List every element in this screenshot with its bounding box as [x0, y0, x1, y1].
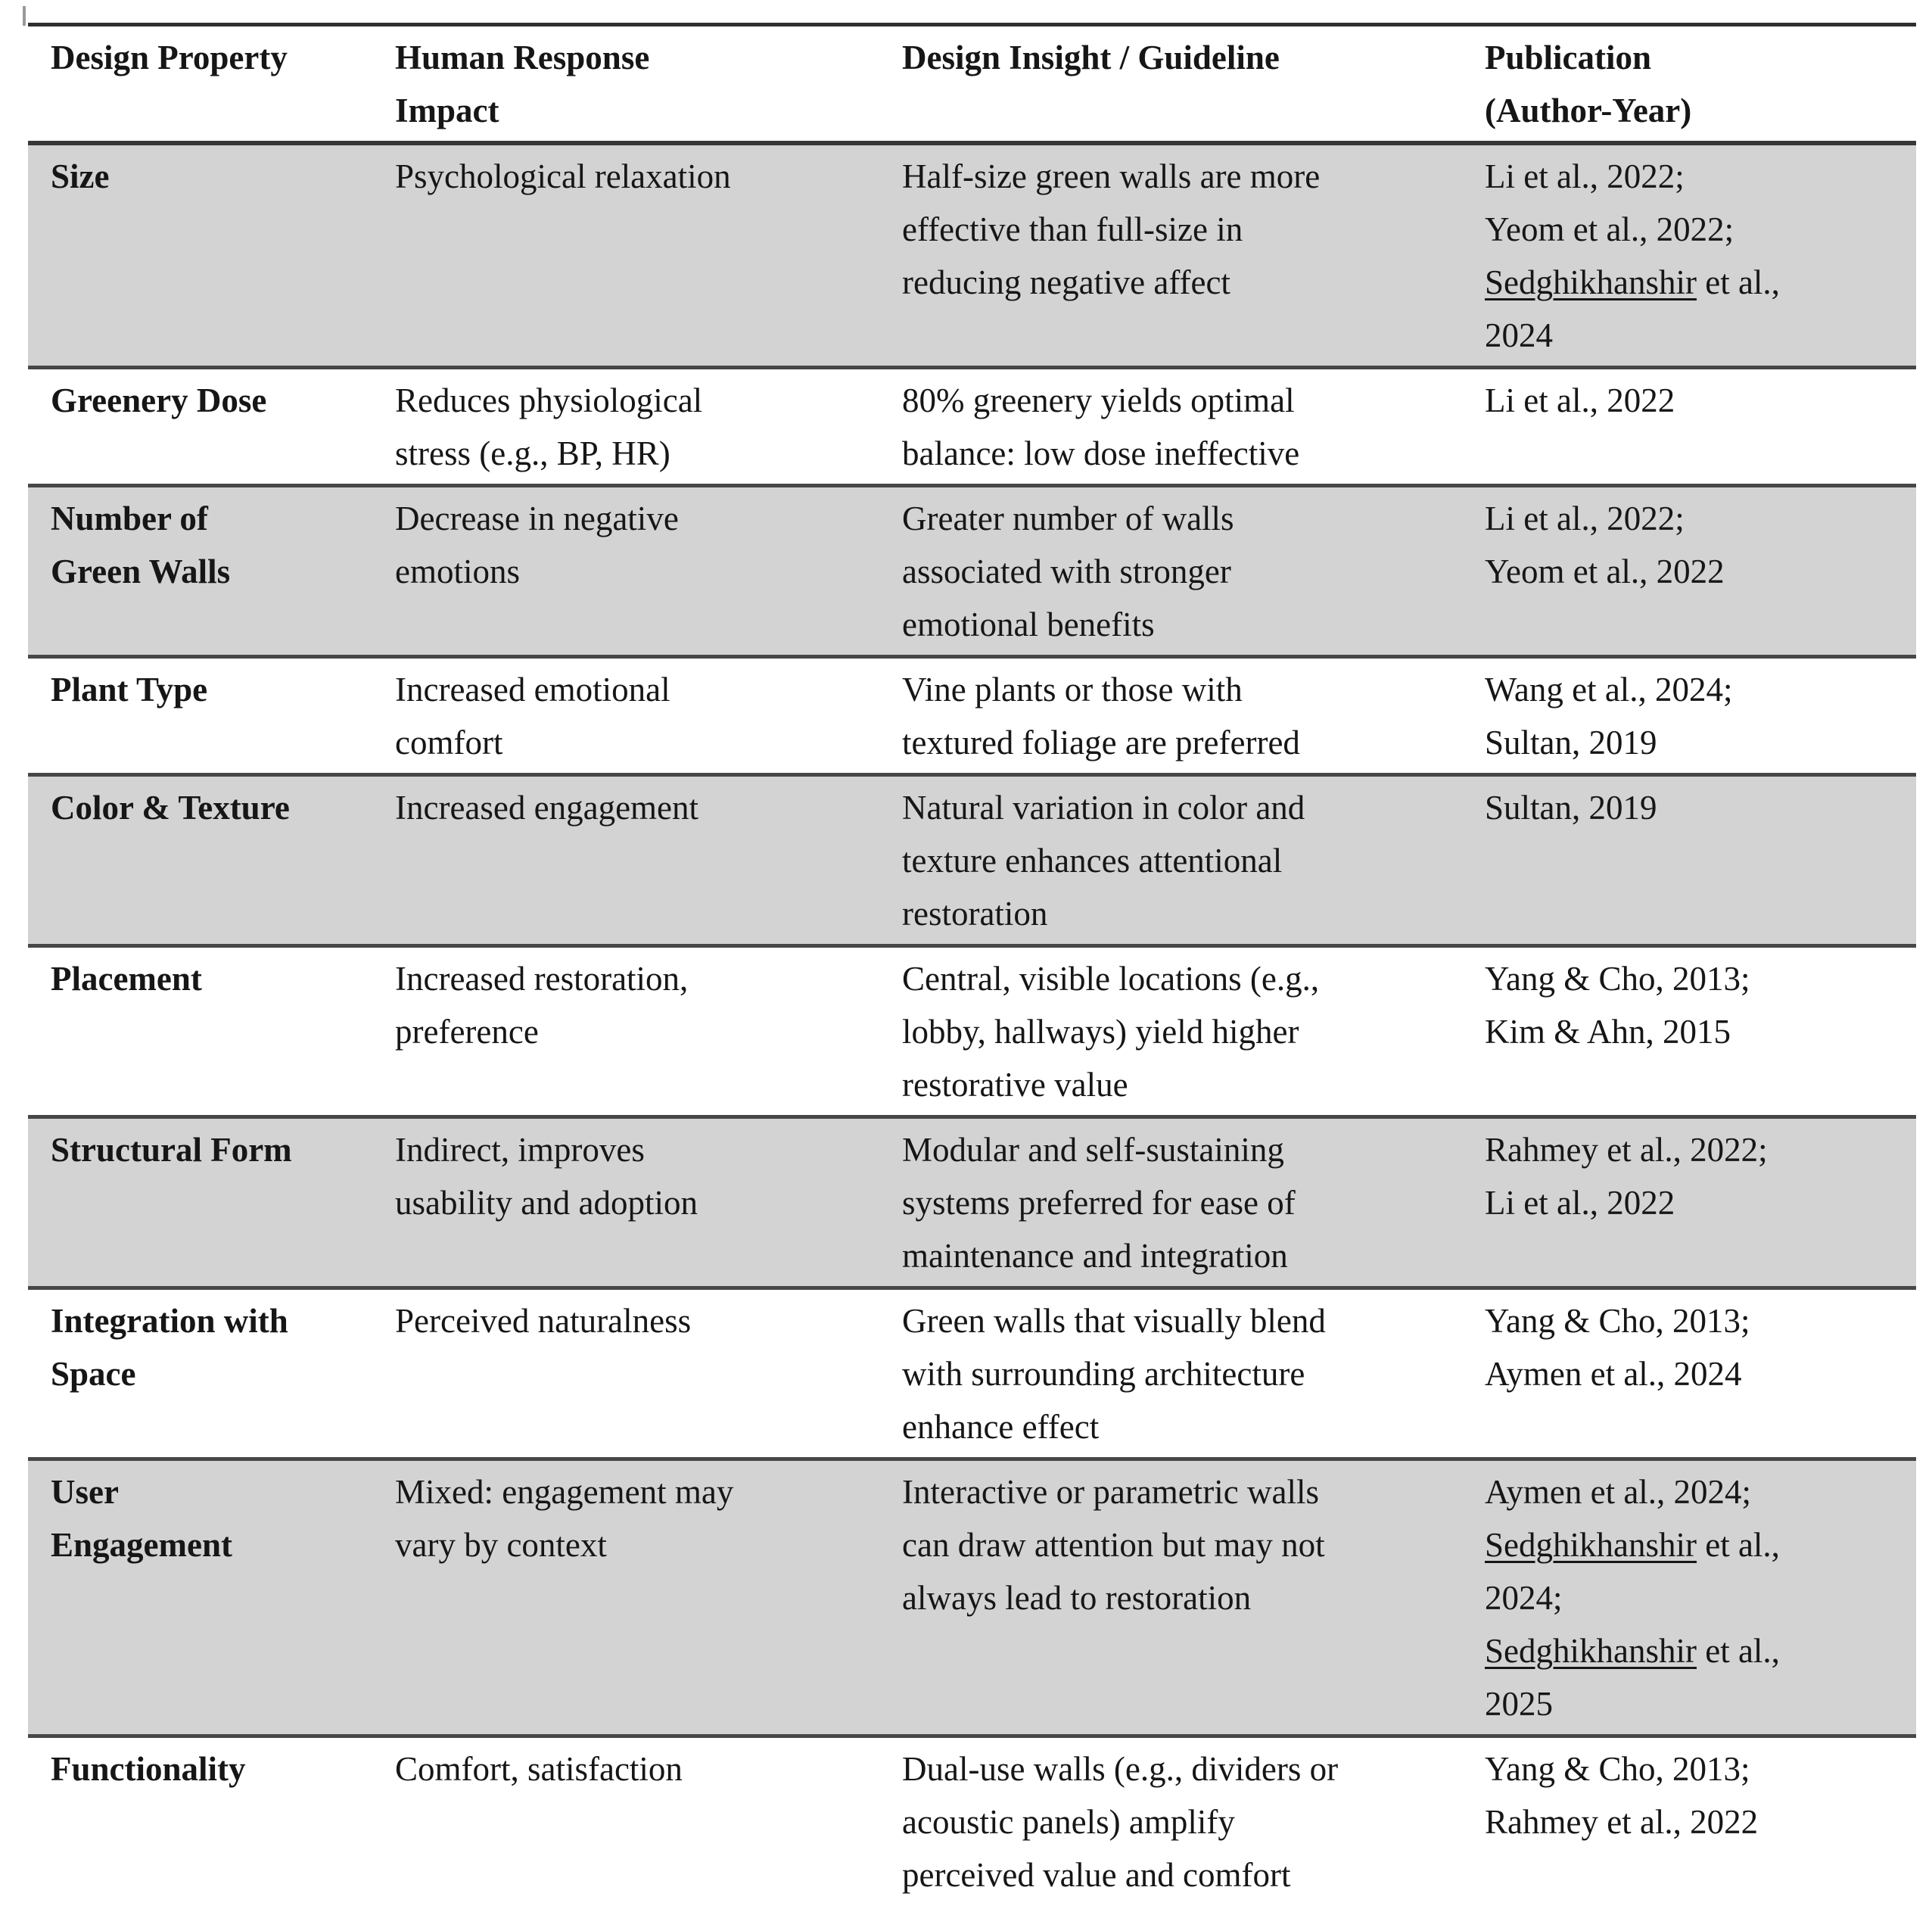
cell-design-property: Structural Form: [51, 1131, 292, 1169]
cell-design-insight: Vine plants or those with textured folia…: [902, 671, 1300, 761]
col-header-publication: Publication (Author-Year): [1485, 39, 1692, 129]
cell-human-response-impact: Perceived naturalness: [395, 1302, 692, 1340]
col-header-design-insight-guideline: Design Insight / Guideline: [902, 39, 1280, 76]
cell-design-insight: Modular and self-sustaining systems pref…: [902, 1131, 1296, 1275]
cell-human-response-impact: Psychological relaxation: [395, 157, 731, 195]
corner-artifact: [23, 6, 26, 26]
cell-human-response-impact: Indirect, improves usability and adoptio…: [395, 1131, 698, 1222]
cell-publication: Rahmey et al., 2022; Li et al., 2022: [1485, 1131, 1768, 1222]
cell-human-response-impact: Increased emotional comfort: [395, 671, 670, 761]
cell-design-insight: Central, visible locations (e.g., lobby,…: [902, 960, 1320, 1104]
cell-design-property: Color & Texture: [51, 789, 290, 827]
table-row-functionality: Functionality Comfort, satisfaction Dual…: [28, 1736, 1916, 1909]
col-header-design-property: Design Property: [51, 39, 288, 76]
cell-design-property: Number of Green Walls: [51, 500, 231, 590]
table-row-color-texture: Color & Texture Increased engagement Nat…: [28, 774, 1916, 946]
cell-publication: Wang et al., 2024; Sultan, 2019: [1485, 671, 1733, 761]
cell-design-property: Integration with Space: [51, 1302, 288, 1393]
cell-design-insight: Greater number of walls associated with …: [902, 500, 1234, 643]
cell-design-insight: Half-size green walls are more effective…: [902, 157, 1321, 301]
cell-human-response-impact: Increased restoration, preference: [395, 960, 689, 1051]
cell-design-insight: Green walls that visually blend with sur…: [902, 1302, 1326, 1446]
cell-human-response-impact: Comfort, satisfaction: [395, 1750, 683, 1788]
cell-publication: Yang & Cho, 2013; Kim & Ahn, 2015: [1485, 960, 1750, 1051]
table-row-greenery-dose: Greenery Dose Reduces physiological stre…: [28, 367, 1916, 486]
table-row-user-engagement: User Engagement Mixed: engagement may va…: [28, 1459, 1916, 1736]
table-row-structural-form: Structural Form Indirect, improves usabi…: [28, 1116, 1916, 1288]
col-header-human-response-impact: Human Response Impact: [395, 39, 650, 129]
cell-design-property: Plant Type: [51, 671, 208, 708]
cell-publication: Sultan, 2019: [1485, 789, 1657, 827]
cell-design-property: Size: [51, 157, 110, 195]
cell-publication: Li et al., 2022; Yeom et al., 2022; Sedg…: [1485, 157, 1780, 354]
cell-design-property: User Engagement: [51, 1473, 232, 1564]
table-row-placement: Placement Increased restoration, prefere…: [28, 945, 1916, 1117]
cell-design-insight: Natural variation in color and texture e…: [902, 789, 1305, 933]
cell-human-response-impact: Decrease in negative emotions: [395, 500, 679, 590]
cell-publication: Yang & Cho, 2013; Rahmey et al., 2022: [1485, 1750, 1759, 1841]
cell-human-response-impact: Reduces physiological stress (e.g., BP, …: [395, 381, 703, 472]
header-row: Design Property Human Response Impact De…: [28, 24, 1916, 144]
cell-design-insight: 80% greenery yields optimal balance: low…: [902, 381, 1300, 472]
cell-design-insight: Dual-use walls (e.g., dividers or acoust…: [902, 1750, 1339, 1894]
cell-human-response-impact: Mixed: engagement may vary by context: [395, 1473, 734, 1564]
table-row-integration-with-space: Integration with Space Perceived natural…: [28, 1288, 1916, 1459]
cell-human-response-impact: Increased engagement: [395, 789, 699, 827]
cell-design-insight: Interactive or parametric walls can draw…: [902, 1473, 1325, 1617]
page: { "table": { "underline_term": "Sedghikh…: [23, 6, 1916, 1894]
cell-design-property: Functionality: [51, 1750, 246, 1788]
table-row-number-of-green-walls: Number of Green Walls Decrease in negati…: [28, 485, 1916, 657]
cell-publication: Yang & Cho, 2013; Aymen et al., 2024: [1485, 1302, 1750, 1393]
table-row-size: Size Psychological relaxation Half-size …: [28, 143, 1916, 368]
cell-publication: Li et al., 2022: [1485, 381, 1675, 419]
green-wall-design-review-table: Design Property Human Response Impact De…: [28, 23, 1916, 1909]
table-row-plant-type: Plant Type Increased emotional comfort V…: [28, 656, 1916, 775]
cell-design-property: Placement: [51, 960, 202, 998]
cell-publication: Aymen et al., 2024; Sedghikhanshir et al…: [1485, 1473, 1780, 1723]
cell-design-property: Greenery Dose: [51, 381, 267, 419]
cell-publication: Li et al., 2022; Yeom et al., 2022: [1485, 500, 1725, 590]
